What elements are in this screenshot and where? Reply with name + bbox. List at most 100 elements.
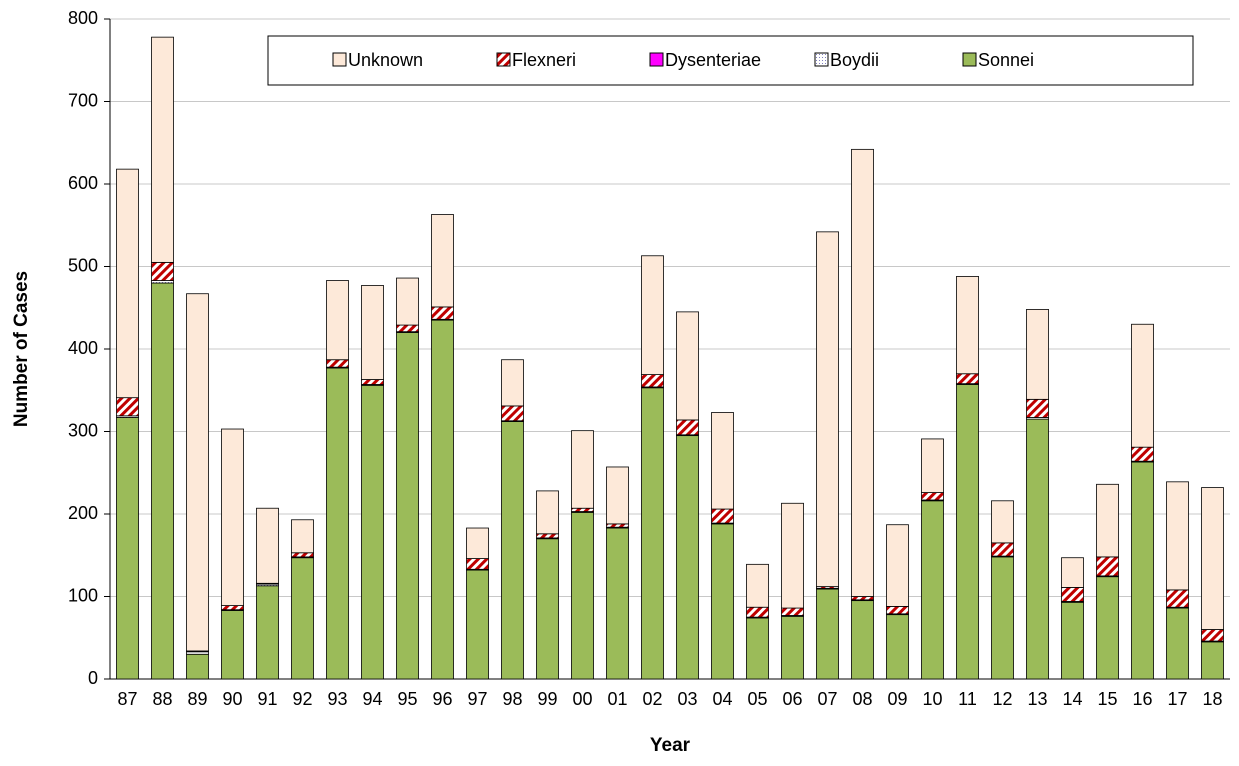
x-tick-label: 12 [992, 689, 1012, 709]
bar-segment [396, 324, 419, 333]
bar-segment [921, 492, 944, 501]
bar-segment [501, 421, 524, 680]
bar-segment [676, 419, 699, 436]
bar-segment [291, 519, 314, 554]
x-tick-label: 90 [222, 689, 242, 709]
bar-segment [291, 557, 314, 680]
bar-segment [1026, 398, 1049, 418]
bar-segment [326, 367, 349, 680]
x-tick-label: 00 [572, 689, 592, 709]
legend-label: Flexneri [512, 50, 576, 70]
bar-segment [116, 417, 139, 680]
legend-swatch [649, 52, 664, 67]
bar-segment [1096, 483, 1119, 558]
bar-segment [1166, 481, 1189, 591]
x-tick-label: 01 [607, 689, 627, 709]
bar-segment [886, 524, 909, 607]
x-tick-label: 07 [817, 689, 837, 709]
x-tick-label: 02 [642, 689, 662, 709]
bar-segment [781, 502, 804, 609]
bar-segment [886, 614, 909, 680]
bar-segment [326, 359, 349, 368]
bar-segment [956, 373, 979, 385]
bar-segment [1061, 557, 1084, 588]
y-axis-title: Number of Cases [11, 271, 32, 427]
bar-segment [151, 261, 174, 281]
y-tick-label: 0 [88, 668, 98, 688]
bar-segment [361, 384, 384, 680]
bar-segment [571, 511, 594, 680]
bar-segment [151, 282, 174, 680]
x-tick-label: 10 [922, 689, 942, 709]
bar-segment [816, 588, 839, 680]
x-tick-label: 15 [1097, 689, 1117, 709]
y-tick-label: 100 [68, 585, 98, 605]
bar-segment [1201, 487, 1224, 630]
legend-label: Unknown [348, 50, 423, 70]
bar-segment [641, 374, 664, 388]
bar-segment [1096, 556, 1119, 577]
x-axis-title: Year [650, 735, 691, 756]
bar-segment [396, 277, 419, 326]
bar-segment [641, 387, 664, 680]
y-tick-label: 300 [68, 420, 98, 440]
bar-segment [781, 607, 804, 616]
bar-segment [221, 605, 244, 611]
bar-segment [851, 600, 874, 680]
bar-segment [431, 214, 454, 308]
bar-segment [1026, 418, 1049, 680]
bar-segment [606, 466, 629, 525]
bar-segment [221, 428, 244, 606]
bar-segment [1201, 641, 1224, 680]
bar-segment [746, 617, 769, 680]
bar-segment [1131, 323, 1154, 448]
bar-segment [711, 412, 734, 510]
bar-segment [116, 168, 139, 399]
x-tick-label: 95 [397, 689, 417, 709]
bar-segment [851, 596, 874, 601]
y-tick-label: 200 [68, 503, 98, 523]
bar-segment [256, 507, 279, 584]
bar-segment [326, 280, 349, 361]
bar-segment [991, 542, 1014, 557]
bar-segment [1166, 607, 1189, 680]
bar-segment [956, 384, 979, 680]
bar-segment [851, 148, 874, 597]
bar-segment [536, 533, 559, 539]
x-tick-label: 89 [187, 689, 207, 709]
x-tick-label: 16 [1132, 689, 1152, 709]
x-tick-label: 92 [292, 689, 312, 709]
x-tick-label: 87 [117, 689, 137, 709]
bar-segment [606, 523, 629, 528]
bar-segment [1131, 446, 1154, 462]
x-tick-label: 09 [887, 689, 907, 709]
bar-segment [396, 332, 419, 680]
x-tick-label: 03 [677, 689, 697, 709]
legend-swatch [962, 52, 977, 67]
bar-segment [746, 563, 769, 608]
y-tick-label: 500 [68, 255, 98, 275]
legend-label: Sonnei [978, 50, 1034, 70]
bar-segment [816, 231, 839, 588]
bar-segment [711, 523, 734, 680]
legend-swatch [814, 52, 829, 67]
bar-segment [676, 311, 699, 421]
bar-segment [1201, 629, 1224, 642]
y-tick-label: 600 [68, 173, 98, 193]
bar-segment [641, 255, 664, 375]
x-tick-label: 88 [152, 689, 172, 709]
x-tick-label: 08 [852, 689, 872, 709]
x-tick-label: 99 [537, 689, 557, 709]
legend-box [267, 35, 1194, 86]
bar-segment [536, 538, 559, 680]
x-tick-label: 96 [432, 689, 452, 709]
x-tick-label: 98 [502, 689, 522, 709]
bar-segment [361, 379, 384, 385]
y-tick-label: 700 [68, 90, 98, 110]
bar-segment [116, 397, 139, 417]
bar-segment [1061, 601, 1084, 680]
bar-segment [571, 430, 594, 509]
bar-segment [501, 405, 524, 422]
bar-segment [221, 610, 244, 680]
bar-segment [1096, 576, 1119, 680]
